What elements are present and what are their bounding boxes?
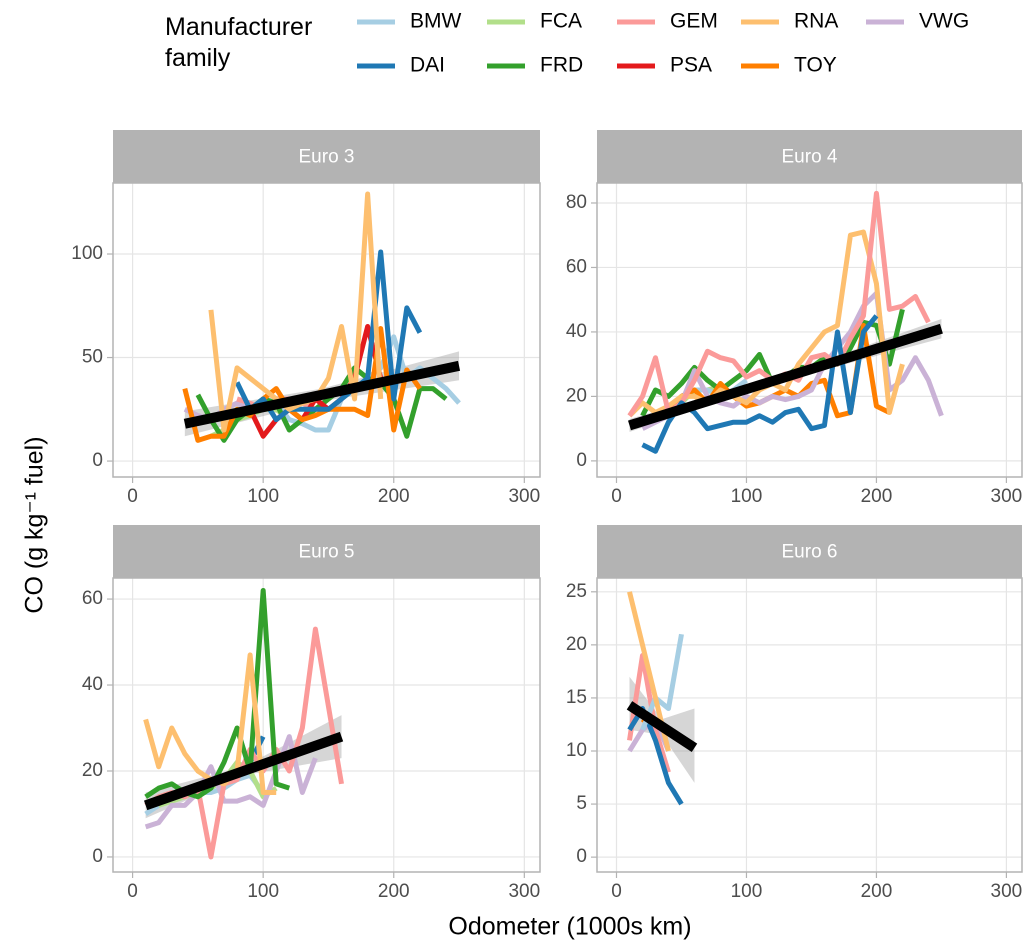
fit-line: [143, 731, 344, 811]
y-tick-label: 0: [92, 450, 103, 471]
facet-title: Euro 4: [782, 147, 838, 168]
y-tick-label: 0: [576, 846, 587, 867]
y-tick-label: 100: [71, 243, 103, 264]
x-tick-label: 100: [731, 881, 763, 902]
x-tick-label: 100: [247, 486, 279, 507]
x-tick-label: 0: [127, 486, 138, 507]
facet-strip: [597, 525, 1022, 578]
x-tick-label: 200: [861, 881, 893, 902]
series-line: [144, 734, 318, 830]
y-tick-label: 60: [82, 588, 103, 609]
series-line: [641, 290, 944, 431]
y-tick-label: 25: [566, 581, 587, 602]
panel-border: [596, 182, 1023, 478]
legend-label: FCA: [540, 10, 582, 33]
x-tick-label: 300: [991, 881, 1023, 902]
x-tick-label: 0: [611, 881, 622, 902]
legend-label: DAI: [410, 54, 445, 77]
y-tick-label: 15: [566, 687, 587, 708]
fit-line: [626, 701, 698, 753]
legend-label: GEM: [670, 10, 718, 33]
legend-label: BMW: [410, 10, 462, 33]
y-tick-label: 50: [82, 347, 103, 368]
facet-strip: [113, 525, 540, 578]
y-tick-label: 80: [566, 192, 587, 213]
panel-border: [112, 182, 541, 478]
x-tick-label: 200: [378, 486, 410, 507]
x-tick-label: 300: [991, 486, 1023, 507]
y-tick-label: 20: [82, 760, 103, 781]
panel-border: [596, 577, 1023, 873]
series-line: [641, 314, 879, 454]
y-tick-label: 40: [82, 674, 103, 695]
x-tick-label: 0: [127, 881, 138, 902]
x-tick-label: 300: [508, 486, 540, 507]
panel-border: [112, 577, 541, 873]
x-tick-label: 0: [611, 486, 622, 507]
x-tick-label: 300: [508, 881, 540, 902]
facet-title: Euro 5: [299, 542, 355, 563]
y-tick-label: 5: [576, 793, 587, 814]
y-tick-label: 60: [566, 256, 587, 277]
y-axis-label: CO (g kg⁻¹ fuel): [21, 436, 49, 613]
facet-title: Euro 3: [299, 147, 355, 168]
facet-strip: [597, 130, 1022, 183]
legend-title: Manufacturer family: [165, 13, 313, 72]
legend-label: PSA: [670, 54, 712, 77]
x-tick-label: 200: [861, 486, 893, 507]
y-tick-label: 40: [566, 321, 587, 342]
y-tick-label: 20: [566, 385, 587, 406]
y-tick-label: 0: [92, 846, 103, 867]
x-axis-label: Odometer (1000s km): [448, 913, 691, 941]
legend-label: VWG: [919, 10, 969, 33]
facet-title: Euro 6: [782, 542, 838, 563]
x-tick-label: 200: [378, 881, 410, 902]
fit-line: [628, 323, 943, 431]
series-line: [627, 652, 671, 773]
x-tick-label: 100: [247, 881, 279, 902]
x-tick-label: 100: [731, 486, 763, 507]
y-tick-label: 0: [576, 450, 587, 471]
y-tick-label: 10: [566, 740, 587, 761]
y-tick-label: 20: [566, 634, 587, 655]
legend-label: TOY: [794, 54, 837, 77]
fit-line: [183, 360, 461, 429]
series-line: [182, 326, 422, 443]
facet-strip: [113, 130, 540, 183]
legend-label: RNA: [794, 10, 838, 33]
legend-label: FRD: [540, 54, 583, 77]
